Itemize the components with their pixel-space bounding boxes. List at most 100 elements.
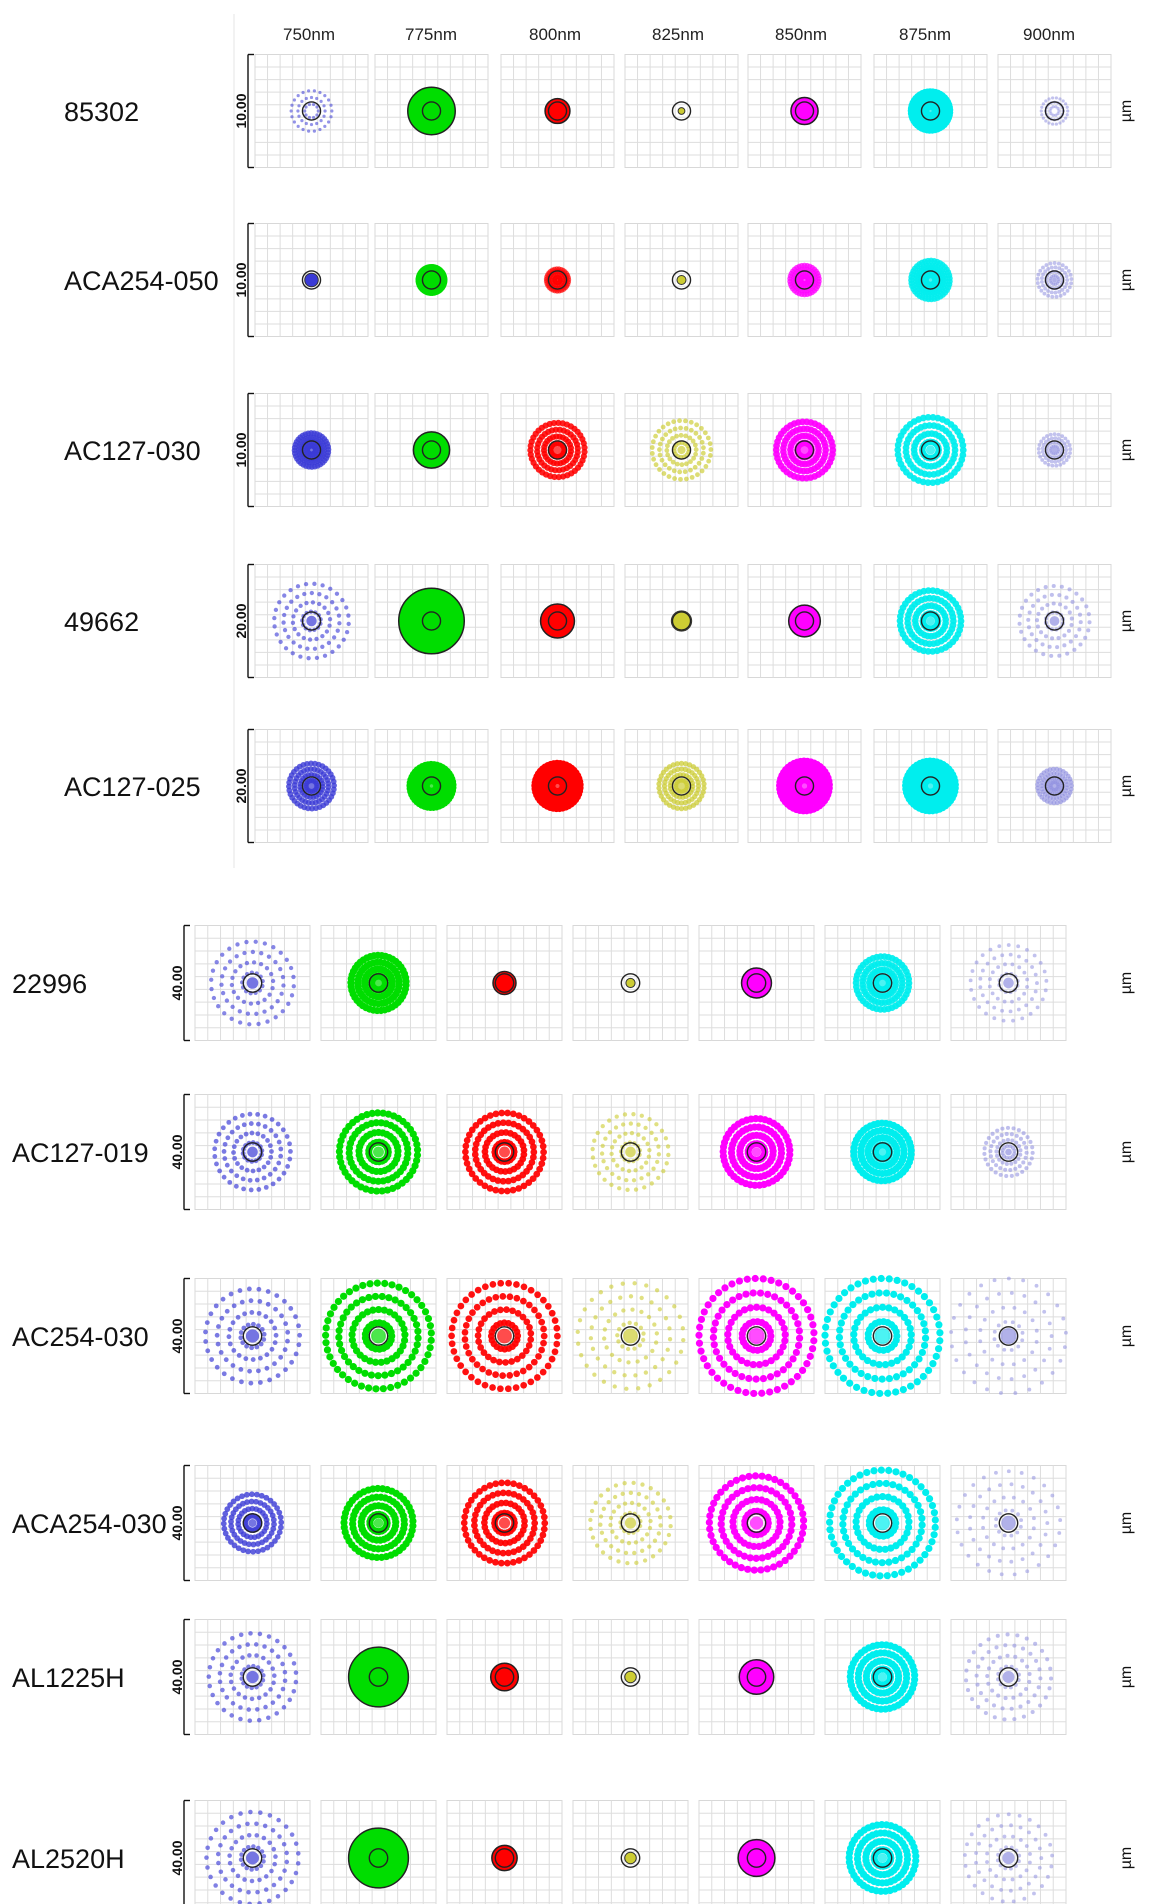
scale-bar: 10.00 [233, 222, 254, 338]
scale-label: 20.00 [233, 768, 249, 803]
spot-diagram-cell [821, 1274, 944, 1398]
spot-diagram-cell [374, 564, 489, 678]
spot-diagram-cell [194, 1619, 311, 1735]
spot-diagram-cell [500, 223, 615, 337]
spot-diagram-cell [254, 564, 369, 678]
spot-diagram-cell [320, 1800, 437, 1904]
wavelength-label-900: 900nm [1023, 25, 1075, 44]
scale-label: 40.00 [169, 1505, 185, 1540]
spot-diagram-cell [747, 54, 862, 168]
scale-bar: 10.00 [233, 53, 254, 169]
spot-diagram-cell [949, 1276, 1068, 1396]
spot-diagram-cell [873, 393, 988, 507]
lens-row: ACA254-050 10.00 µm [64, 222, 1135, 338]
spot-diagram-cell [624, 54, 739, 168]
spot-diagram-cell [695, 1274, 818, 1398]
spot-diagram-cell [254, 393, 369, 507]
spot-diagram-cell [997, 393, 1112, 507]
spot-diagram-cell [374, 393, 489, 507]
spot-diagram-cell [997, 223, 1112, 337]
lens-row: AC127-025 20.00 µm [64, 728, 1135, 844]
spot-diagram-cell [698, 1800, 815, 1904]
spot-diagram-cell [194, 1278, 311, 1394]
lens-name: AL2520H [12, 1844, 125, 1874]
scale-label: 40.00 [169, 1840, 185, 1875]
spot-diagram-cell [320, 1278, 437, 1394]
lens-row: AL2520H 40.00 µm [12, 1799, 1135, 1904]
spot-diagram-cell [873, 564, 988, 678]
spot-diagram-cell [997, 729, 1112, 843]
spot-diagram-cell [194, 1800, 311, 1904]
spot-diagram-cell [747, 564, 862, 678]
unit-label: µm [1118, 1141, 1135, 1164]
scale-label: 10.00 [233, 93, 249, 128]
scale-bar: 40.00 [169, 1464, 190, 1582]
unit-label: µm [1118, 1325, 1135, 1348]
spot-diagram-cell [624, 564, 739, 678]
lens-row: 49662 20.00 µm [64, 563, 1135, 679]
spot-diagram-cell [824, 1465, 941, 1581]
spot-diagram-cell [374, 729, 489, 843]
lens-row: 22996 40.00 µm [12, 924, 1135, 1042]
spot-diagram-cell [572, 1619, 689, 1735]
spot-diagram-cell [320, 1619, 437, 1735]
spot-diagram-cell [194, 1465, 311, 1581]
spot-diagram-cell [950, 1800, 1067, 1904]
spot-diagram-cell [873, 729, 988, 843]
lens-row: AC254-030 40.00 µm [12, 1274, 1135, 1398]
unit-label: µm [1118, 269, 1135, 292]
spot-diagram-cell [320, 925, 437, 1041]
lens-name: AC127-030 [64, 436, 201, 466]
spot-diagram-cell [320, 1465, 437, 1581]
lens-name: AC127-019 [12, 1138, 149, 1168]
spot-diagram-cell [747, 729, 862, 843]
scale-bar: 40.00 [169, 1799, 190, 1904]
unit-label: µm [1118, 972, 1135, 995]
spot-diagram-cell [194, 1094, 311, 1210]
spot-diagram-cell [950, 1094, 1067, 1210]
scale-label: 40.00 [169, 1659, 185, 1694]
lens-row: 85302 10.00 µm [64, 53, 1135, 169]
spot-diagram-cell [624, 729, 739, 843]
spot-diagram-cell [572, 1465, 689, 1581]
lens-name: AC127-025 [64, 772, 201, 802]
unit-label: µm [1118, 610, 1135, 633]
wavelength-header: 750nm 775nm 800nm 825nm 850nm 875nm 900n… [283, 25, 1075, 44]
lens-row: ACA254-030 40.00 µm [12, 1464, 1135, 1582]
spot-diagram-cell [824, 925, 941, 1041]
spot-diagram-cell [194, 925, 311, 1041]
spot-diagram-cell [500, 729, 615, 843]
spot-diagram-cell [950, 1619, 1067, 1735]
spot-diagram-cell [446, 1619, 563, 1735]
lens-rows: 85302 10.00 µm ACA254-050 10.00 µm AC127-030 10… [12, 53, 1135, 1904]
spot-diagram-cell [572, 1800, 689, 1904]
spot-diagram-cell [572, 925, 689, 1041]
scale-bar: 40.00 [169, 1618, 190, 1736]
spot-diagram-cell [320, 1094, 437, 1210]
spot-diagram-cell [374, 54, 489, 168]
spot-diagram-cell [254, 729, 369, 843]
spot-diagram-cell [446, 1800, 563, 1904]
spot-diagram-cell [572, 1094, 689, 1210]
spot-diagram-cell [500, 393, 615, 507]
spot-diagram-cell [824, 1094, 941, 1210]
spot-diagram-cell [624, 223, 739, 337]
unit-label: µm [1118, 775, 1135, 798]
lens-name: ACA254-030 [12, 1509, 167, 1539]
scale-label: 10.00 [233, 262, 249, 297]
wavelength-label-850: 850nm [775, 25, 827, 44]
lens-name: AC254-030 [12, 1322, 149, 1352]
spot-diagram-cell [446, 925, 563, 1041]
spot-diagram-cell [500, 54, 615, 168]
scale-label: 10.00 [233, 432, 249, 467]
spot-diagram-cell [747, 223, 862, 337]
spot-diagram-cell [873, 54, 988, 168]
lens-row: AC127-019 40.00 µm [12, 1093, 1135, 1211]
spot-diagram-cell [698, 1619, 815, 1735]
spot-diagram-cell [997, 564, 1112, 678]
spot-diagram-cell [747, 393, 862, 507]
lens-row: AC127-030 10.00 µm [64, 392, 1135, 508]
spot-diagram-cell [446, 1465, 563, 1581]
scale-label: 40.00 [169, 1318, 185, 1353]
